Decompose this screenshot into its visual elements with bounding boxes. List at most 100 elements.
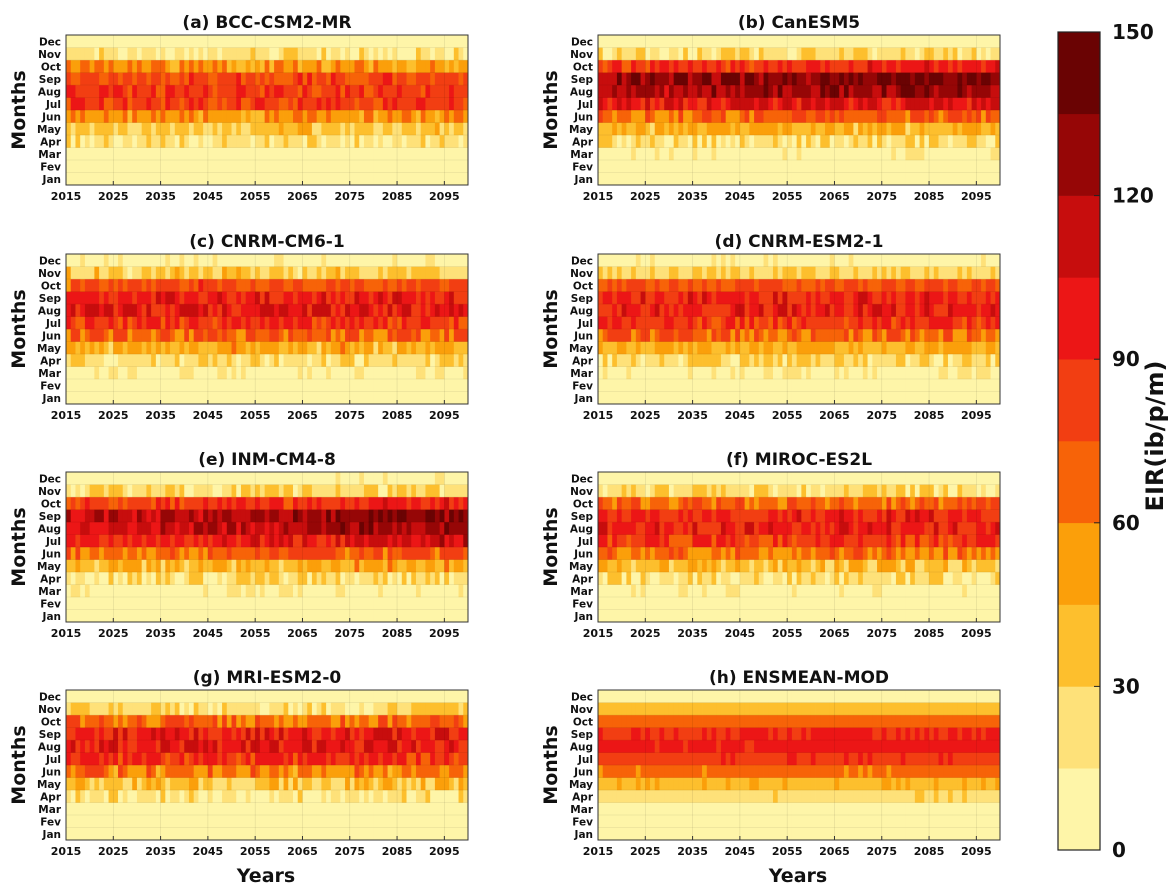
heatmap-cell — [222, 572, 228, 585]
heatmap-cell — [947, 97, 954, 111]
heatmap-cell — [867, 172, 873, 186]
heatmap-cell — [198, 497, 204, 510]
heatmap-cell — [886, 97, 892, 111]
heatmap-cell — [316, 572, 322, 585]
heatmap-cell — [99, 97, 105, 111]
heatmap-cell — [406, 279, 412, 292]
heatmap-cell — [226, 584, 232, 598]
heatmap-cell — [326, 266, 332, 280]
heatmap-cell — [335, 304, 341, 317]
heatmap-cell — [952, 147, 958, 161]
heatmap-cell — [193, 497, 199, 510]
heatmap-cell — [240, 316, 247, 330]
heatmap-cell — [843, 110, 850, 123]
heatmap-cell — [368, 266, 374, 280]
heatmap-cell — [307, 304, 313, 317]
heatmap-cell — [255, 35, 261, 48]
heatmap-cell — [203, 379, 209, 392]
heatmap-cell — [673, 366, 679, 380]
heatmap-cell — [297, 72, 303, 86]
heatmap-cell — [914, 391, 920, 405]
heatmap-cell — [971, 354, 977, 367]
heatmap-cell — [89, 366, 95, 380]
heatmap-cell — [236, 366, 242, 380]
heatmap-cell — [155, 609, 161, 623]
heatmap-cell — [458, 135, 464, 148]
heatmap-cell — [947, 35, 954, 48]
heatmap-cell — [89, 122, 95, 136]
heatmap-cell — [711, 279, 717, 292]
heatmap-cell — [278, 497, 284, 510]
heatmap-cell — [184, 266, 190, 280]
heatmap-cell — [231, 47, 237, 61]
heatmap-cell — [326, 304, 332, 317]
heatmap-cell — [607, 72, 613, 86]
heatmap-cell — [985, 97, 991, 111]
heatmap-cell — [458, 391, 464, 405]
heatmap-cell — [664, 122, 670, 136]
heatmap-cell — [981, 160, 987, 173]
heatmap-cell — [449, 122, 455, 136]
heatmap-cell — [810, 147, 816, 161]
heatmap-cell — [99, 72, 105, 86]
heatmap-cell — [207, 472, 214, 485]
y-tick-label: Dec — [39, 36, 61, 48]
heatmap-cell — [302, 341, 308, 355]
heatmap-cell — [188, 304, 195, 317]
heatmap-cell — [293, 597, 299, 610]
heatmap-cell — [236, 97, 242, 111]
heatmap-cell — [962, 279, 968, 292]
heatmap-cell — [900, 172, 906, 186]
heatmap-cell — [141, 97, 147, 111]
heatmap-cell — [853, 304, 859, 317]
heatmap-cell — [659, 304, 665, 317]
heatmap-cell — [881, 85, 887, 98]
heatmap-cell — [363, 85, 370, 98]
heatmap-cell — [929, 341, 935, 355]
heatmap-cell — [212, 97, 218, 111]
heatmap-cell — [141, 597, 147, 610]
heatmap-cell — [645, 47, 651, 61]
heatmap-cell — [307, 316, 313, 330]
heatmap-cell — [810, 391, 816, 405]
heatmap-cell — [108, 509, 114, 523]
heatmap-cell — [70, 60, 76, 73]
heatmap-cell — [288, 341, 294, 355]
heatmap-cell — [132, 279, 138, 292]
heatmap-cell — [321, 534, 327, 548]
heatmap-cell — [990, 391, 996, 405]
heatmap-cell — [146, 85, 152, 98]
heatmap-cell — [80, 147, 86, 161]
heatmap-cell — [758, 316, 764, 330]
heatmap-cell — [763, 316, 769, 330]
heatmap-cell — [75, 609, 81, 623]
heatmap-cell — [787, 254, 793, 267]
heatmap-cell — [659, 47, 665, 61]
heatmap-cell — [113, 279, 119, 292]
heatmap-cell — [207, 72, 214, 86]
heatmap-cell — [240, 172, 247, 186]
heatmap-cell — [598, 97, 604, 111]
heatmap-cell — [758, 279, 764, 292]
heatmap-cell — [165, 291, 171, 305]
heatmap-cell — [212, 110, 218, 123]
heatmap-cell — [420, 379, 426, 392]
heatmap-cell — [392, 341, 398, 355]
heatmap-cell — [155, 354, 161, 367]
heatmap-cell — [640, 329, 646, 342]
heatmap-cell — [825, 72, 831, 86]
heatmap-cell — [103, 97, 109, 111]
heatmap-cell — [307, 160, 313, 173]
heatmap-cell — [640, 266, 646, 280]
heatmap-cell — [373, 379, 379, 392]
heatmap-cell — [222, 72, 228, 86]
panel-title: (c) CNRM-CM6-1 — [189, 232, 344, 252]
heatmap-cell — [415, 329, 422, 342]
heatmap-cell — [990, 135, 996, 148]
heatmap-cell — [141, 391, 147, 405]
heatmap-cell — [995, 47, 1001, 61]
heatmap-cell — [118, 609, 124, 623]
y-tick-label: Aug — [570, 86, 593, 98]
heatmap-cell — [843, 291, 850, 305]
heatmap-cell — [283, 597, 289, 610]
